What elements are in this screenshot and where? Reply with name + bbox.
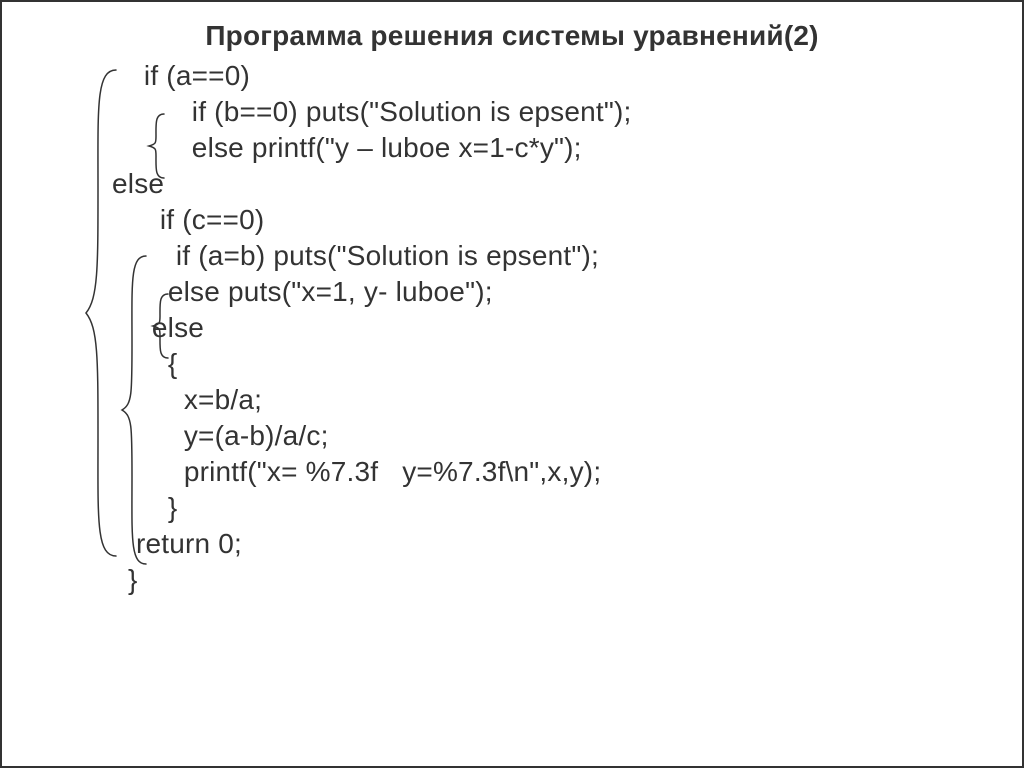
code-line: else bbox=[112, 166, 1002, 202]
slide-title: Программа решения системы уравнений(2) bbox=[22, 20, 1002, 52]
code-line: { bbox=[112, 346, 1002, 382]
code-line: return 0; bbox=[112, 526, 1002, 562]
code-line: if (a=b) puts("Solution is epsent"); bbox=[112, 238, 1002, 274]
code-line: y=(a-b)/a/c; bbox=[112, 418, 1002, 454]
code-line: if (c==0) bbox=[112, 202, 1002, 238]
code-line: else printf("y – luboe x=1-c*y"); bbox=[112, 130, 1002, 166]
code-line: x=b/a; bbox=[112, 382, 1002, 418]
code-line: else bbox=[112, 310, 1002, 346]
code-line: if (b==0) puts("Solution is epsent"); bbox=[112, 94, 1002, 130]
slide: Программа решения системы уравнений(2) i… bbox=[0, 0, 1024, 768]
code-line: else puts("x=1, y- luboe"); bbox=[112, 274, 1002, 310]
code-line: printf("x= %7.3f y=%7.3f\n",x,y); bbox=[112, 454, 1002, 490]
code-line: } bbox=[112, 562, 1002, 598]
code-block: if (a==0) if (b==0) puts("Solution is ep… bbox=[112, 58, 1002, 598]
code-line: } bbox=[112, 490, 1002, 526]
code-line: if (a==0) bbox=[112, 58, 1002, 94]
